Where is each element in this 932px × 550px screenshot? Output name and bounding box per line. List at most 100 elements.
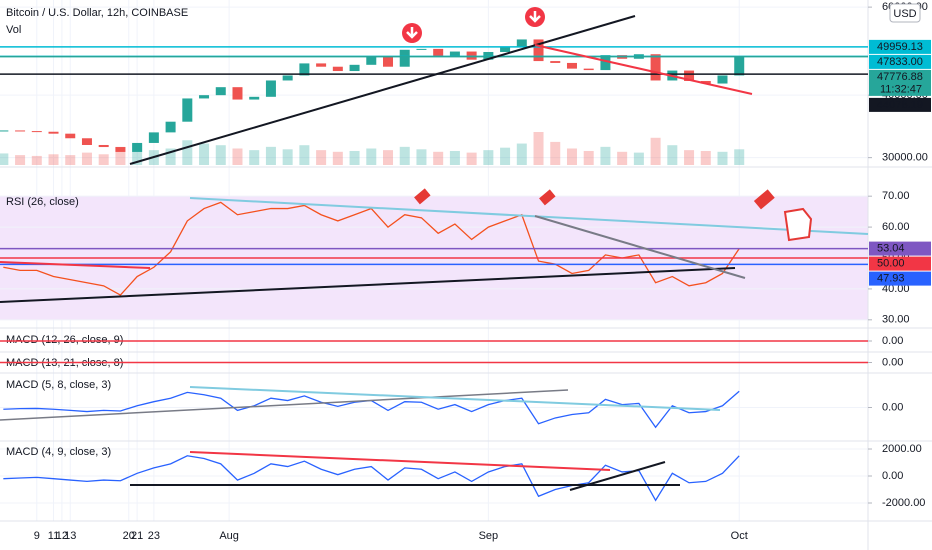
pane-title: RSI (26, close) (6, 196, 79, 208)
candle (449, 51, 460, 57)
volume-bar (734, 149, 745, 165)
volume-bar (717, 151, 728, 165)
trendline (0, 389, 569, 421)
volume-bar (81, 152, 92, 165)
candle (148, 132, 159, 143)
x-tick-label: 9 (34, 530, 40, 542)
level-label: 47776.88 (877, 71, 923, 83)
trendline (534, 44, 753, 95)
x-tick-label: 12 (56, 530, 68, 542)
y-tick-label: 2000.00 (882, 443, 922, 455)
pane-title: MACD (5, 8, close, 3) (6, 379, 111, 391)
trendline (129, 15, 636, 165)
candle (48, 131, 59, 134)
candle (399, 49, 410, 67)
volume-bar (667, 145, 678, 165)
symbol-title: Bitcoin / U.S. Dollar, 12h, COINBASE (6, 7, 188, 19)
volume-bar (449, 150, 460, 165)
level-label: 44078.19 (877, 99, 923, 111)
candle (717, 75, 728, 84)
volume-bar (182, 140, 193, 165)
volume-bar (383, 150, 394, 165)
candle (533, 39, 544, 62)
level-label-box (869, 69, 931, 84)
hammer (414, 188, 431, 205)
volume-bar (617, 151, 628, 165)
volume-bar (466, 152, 477, 165)
candle (31, 131, 42, 133)
volume-bar (31, 155, 42, 165)
volume-bar (633, 152, 644, 165)
y-tick-label: 40.00 (882, 283, 910, 295)
candle (232, 87, 243, 100)
volume-bar (583, 150, 594, 165)
x-tick-label: 21 (131, 530, 143, 542)
volume-bar (232, 148, 243, 165)
trendline (189, 386, 721, 411)
volume-bar (349, 150, 360, 165)
volume-bar (316, 150, 327, 165)
y-tick-label: 70.00 (882, 190, 910, 202)
level-label: 47.93 (877, 273, 905, 285)
currency-box[interactable] (889, 3, 921, 23)
candle (734, 56, 745, 76)
candle (684, 70, 695, 81)
trendline (189, 197, 869, 235)
hammer (753, 189, 775, 210)
level-label-box (869, 271, 931, 286)
volume-bar (199, 143, 210, 165)
candle (433, 48, 444, 57)
volume-bar (650, 137, 661, 165)
y-tick-label: -2000.00 (882, 497, 925, 509)
volume-bar (215, 145, 226, 165)
y-tick-label: 0.00 (882, 470, 903, 482)
x-tick-label: 23 (148, 530, 160, 542)
indicator-line (3, 455, 740, 502)
level-label: 49959.13 (877, 41, 923, 53)
candle (383, 56, 394, 67)
candle (583, 68, 594, 71)
y-tick-label: 0.00 (882, 356, 903, 368)
volume-bar (600, 146, 611, 165)
arrow-icon (406, 27, 418, 39)
candle (132, 142, 143, 152)
volume-bar (366, 148, 377, 165)
candle (600, 55, 611, 71)
candle (349, 64, 360, 72)
y-tick-label: 60.00 (882, 221, 910, 233)
volume-bar (700, 150, 711, 165)
volume-bar (165, 148, 176, 165)
candle (500, 46, 511, 52)
currency[interactable]: USD (893, 8, 916, 20)
level-label-box (869, 39, 931, 54)
candle (316, 63, 327, 67)
candle (282, 75, 293, 81)
volume-bar (282, 149, 293, 165)
y-tick-label: 0.00 (882, 401, 903, 413)
candle (265, 80, 276, 97)
candle (165, 121, 176, 133)
y-tick-label: 30000.00 (882, 152, 928, 164)
trendline (0, 261, 151, 269)
candle (215, 87, 226, 96)
level-label-box (869, 241, 931, 256)
pane-title: MACD (12, 26, close, 9) (6, 334, 123, 346)
volume-bar (98, 154, 109, 165)
candle (416, 48, 427, 50)
x-tick-label: Oct (731, 530, 748, 542)
x-tick-label: 11 (48, 530, 59, 542)
y-tick-label: 0.00 (882, 335, 903, 347)
volume-bar (265, 146, 276, 165)
candle (182, 98, 193, 122)
volume-bar (299, 145, 310, 165)
x-tick-label: 20 (123, 530, 135, 542)
volume-bar (566, 148, 577, 165)
volume-bar (15, 155, 26, 165)
trendline (0, 267, 736, 303)
arrow-icon (529, 11, 541, 23)
volume-bar (516, 143, 527, 165)
volume-bar (483, 150, 494, 165)
